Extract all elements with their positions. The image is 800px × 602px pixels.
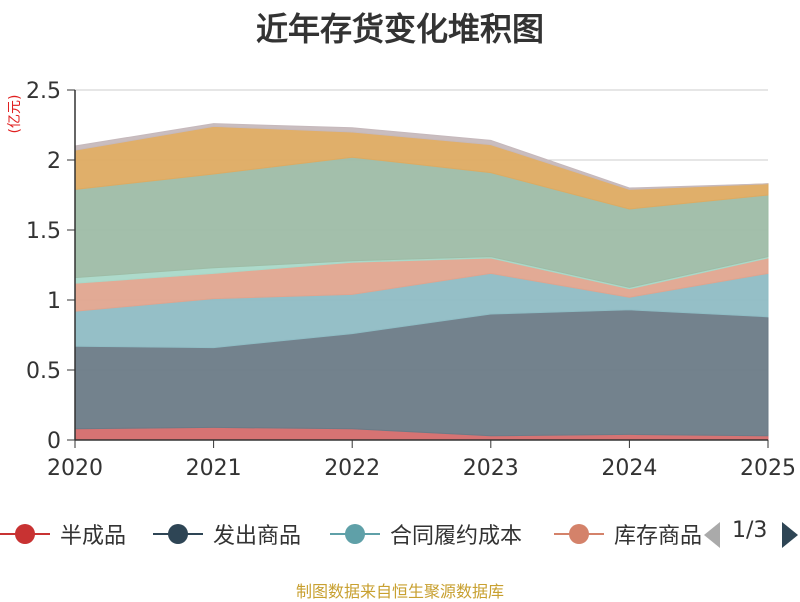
- x-tick-label: 2025: [740, 456, 796, 481]
- x-tick-label: 2024: [601, 456, 657, 481]
- legend-label: 半成品: [60, 524, 127, 549]
- y-tick-label: 0.5: [26, 359, 61, 384]
- legend-label: 库存商品: [614, 524, 703, 549]
- legend-item-0[interactable]: 半成品: [0, 514, 126, 554]
- y-tick-label: 1.5: [26, 219, 61, 244]
- chart-title: 近年存货变化堆积图: [255, 10, 544, 48]
- area-series-7[interactable]: [74, 123, 769, 190]
- legend-label: 合同履约成本: [390, 524, 523, 549]
- triangle-right-icon[interactable]: [780, 520, 800, 550]
- x-tick-label: 2021: [186, 456, 242, 481]
- x-tick-label: 2023: [463, 456, 519, 481]
- legend-item-1[interactable]: 发出商品: [153, 514, 301, 554]
- legend: 半成品 发出商品 合同履约成本 库存商品 1/3: [0, 514, 800, 554]
- triangle-left-icon[interactable]: [702, 520, 722, 550]
- legend-marker-3: [554, 524, 604, 544]
- y-tick-label: 2: [47, 149, 61, 174]
- data-source-note: 制图数据来自恒生聚源数据库: [295, 582, 504, 601]
- area-chart: 0 0.5 1 1.5 2 2.5 2020 2021 2022 2023 2024 2025: [26, 79, 796, 481]
- legend-page-indicator: 1/3: [732, 518, 768, 543]
- legend-marker-0: [0, 524, 50, 544]
- y-tick-label: 0: [47, 429, 61, 454]
- x-tick-label: 2020: [47, 456, 103, 481]
- stacked-areas: [74, 123, 769, 441]
- legend-marker-1: [153, 524, 203, 544]
- legend-label: 发出商品: [213, 524, 302, 549]
- axes: 0 0.5 1 1.5 2 2.5 2020 2021 2022 2023 2024 2025: [26, 79, 796, 481]
- y-tick-label: 2.5: [26, 79, 61, 104]
- x-tick-label: 2022: [324, 456, 380, 481]
- legend-item-3[interactable]: 库存商品: [554, 514, 752, 554]
- legend-marker-2: [330, 524, 380, 544]
- y-tick-label: 1: [47, 289, 61, 314]
- legend-item-2[interactable]: 合同履约成本: [330, 514, 522, 554]
- legend-pager: 1/3: [702, 514, 800, 554]
